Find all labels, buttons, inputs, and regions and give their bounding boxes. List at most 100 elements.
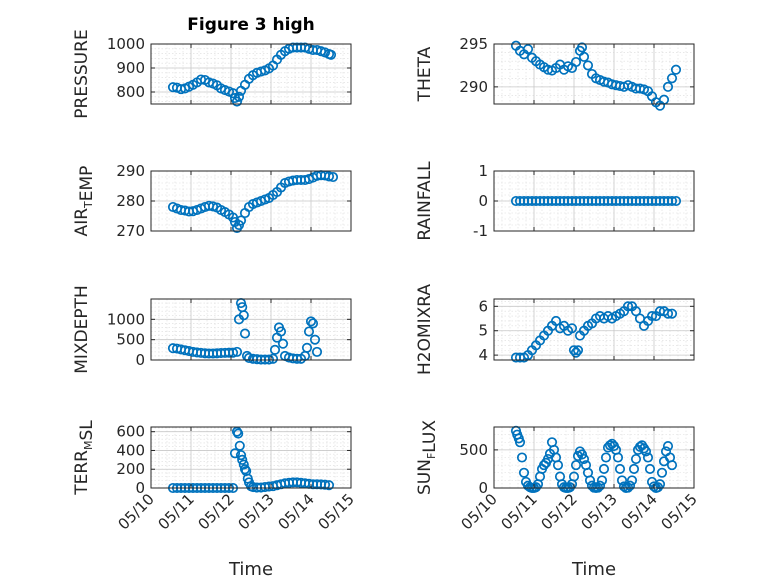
data-point: [233, 91, 245, 102]
data-point: [666, 195, 678, 207]
data-point: [572, 345, 584, 356]
data-point: [648, 481, 660, 492]
data-point: [576, 42, 588, 53]
y-tick-label: 600: [116, 423, 145, 441]
y-axis-label: AIRTEMP: [72, 166, 97, 237]
data-point: [662, 81, 674, 92]
y-tick-label: 1000: [107, 310, 145, 328]
data-point: [277, 338, 289, 349]
data-point: [666, 308, 678, 319]
y-tick-label: 0: [478, 192, 488, 210]
data-point: [550, 315, 562, 327]
data-point: [235, 215, 247, 226]
data-point: [269, 344, 281, 355]
data-point: [307, 318, 319, 329]
data-point: [516, 452, 528, 463]
x-axis-label-left: Time: [228, 559, 273, 580]
data-point: [646, 311, 658, 322]
y-tick-label: 290: [116, 162, 145, 180]
data-point: [568, 345, 580, 356]
y-axis-label-subscript: M: [82, 441, 95, 451]
data-point: [594, 480, 606, 491]
panel-terr-msl: 020040060005/1005/1105/1205/1305/1405/15…: [72, 420, 358, 534]
axes-box: [493, 43, 695, 105]
x-tick-label: 05/12: [195, 490, 238, 533]
x-tick-label: 05/12: [538, 490, 581, 533]
data-point: [642, 452, 654, 463]
data-point: [325, 49, 337, 60]
y-tick-label: 500: [116, 331, 145, 349]
data-point: [628, 463, 640, 474]
panel-air-temp: 270 280 290 AIRTEMP: [72, 162, 352, 240]
data-point: [303, 326, 315, 337]
y-tick-label: 290: [459, 78, 488, 96]
x-tick-label: 05/15: [658, 490, 701, 533]
data-point: [323, 171, 335, 182]
y-tick-label: 1: [478, 162, 488, 180]
data-point: [229, 448, 241, 459]
figure-title: Figure 3 high: [187, 15, 315, 35]
data-point: [227, 347, 239, 358]
panel-pressure: 800 900 1000 PRESSURE: [72, 29, 352, 119]
data-point: [309, 334, 321, 345]
data-point: [626, 475, 638, 486]
axes-box: [150, 43, 352, 105]
data-point: [238, 310, 249, 321]
y-axis-label-part: SUN: [415, 459, 435, 495]
y-axis-label-part: EMP: [77, 166, 97, 202]
y-axis-label-part: TERR: [72, 450, 92, 496]
data-point: [660, 446, 672, 457]
series-markers: [510, 195, 682, 207]
y-tick-label: 0: [478, 479, 488, 497]
data-point: [301, 342, 313, 353]
data-point: [666, 460, 678, 471]
y-axis-label: RAINFALL: [415, 161, 435, 241]
y-axis-label-part: H2OMIXRA: [415, 284, 435, 375]
axes-box: [493, 298, 695, 361]
series-markers: [167, 42, 337, 107]
data-point: [275, 326, 287, 337]
data-point: [234, 440, 245, 451]
data-point: [233, 428, 244, 439]
data-point: [576, 449, 588, 460]
data-point: [662, 308, 674, 319]
data-point: [670, 64, 682, 75]
y-axis-label-part: LUX: [420, 420, 440, 453]
y-axis-label: H2OMIXRA: [415, 284, 435, 375]
x-axis-label-right: Time: [571, 559, 616, 580]
data-point: [570, 347, 582, 358]
data-point: [305, 316, 317, 327]
y-axis-label: PRESSURE: [72, 29, 92, 118]
data-point: [239, 328, 251, 339]
data-point: [552, 460, 564, 471]
data-point: [231, 346, 243, 357]
data-point: [578, 453, 590, 465]
y-tick-label: -1: [473, 222, 488, 240]
data-point: [570, 460, 582, 471]
x-tick-label: 05/11: [498, 490, 541, 533]
y-axis-label: MIXDEPTH: [72, 285, 92, 374]
panel-theta: 290 295 THETA: [415, 35, 695, 111]
y-axis-label-part: RAINFALL: [415, 161, 435, 241]
y-axis-label-subscript: F: [425, 453, 438, 459]
data-point: [235, 450, 247, 461]
data-point: [612, 452, 624, 463]
data-point: [578, 51, 590, 62]
data-point: [570, 56, 582, 68]
panel-h2omixra: 4 5 6 H2OMIXRA: [415, 284, 695, 375]
y-tick-label: 0: [135, 479, 145, 497]
data-point: [323, 480, 335, 491]
y-axis-label-part: THETA: [415, 46, 435, 102]
data-point: [670, 195, 682, 207]
data-point: [640, 446, 652, 457]
x-tick-label: 05/14: [275, 490, 318, 533]
data-point: [630, 306, 642, 317]
y-tick-label: 280: [116, 192, 145, 210]
y-axis-label: TERRMSL: [72, 420, 97, 496]
data-point: [616, 475, 628, 486]
y-tick-label: 270: [116, 222, 145, 240]
series-markers: [167, 170, 339, 234]
y-tick-label: 900: [116, 59, 145, 77]
data-point: [518, 467, 530, 478]
